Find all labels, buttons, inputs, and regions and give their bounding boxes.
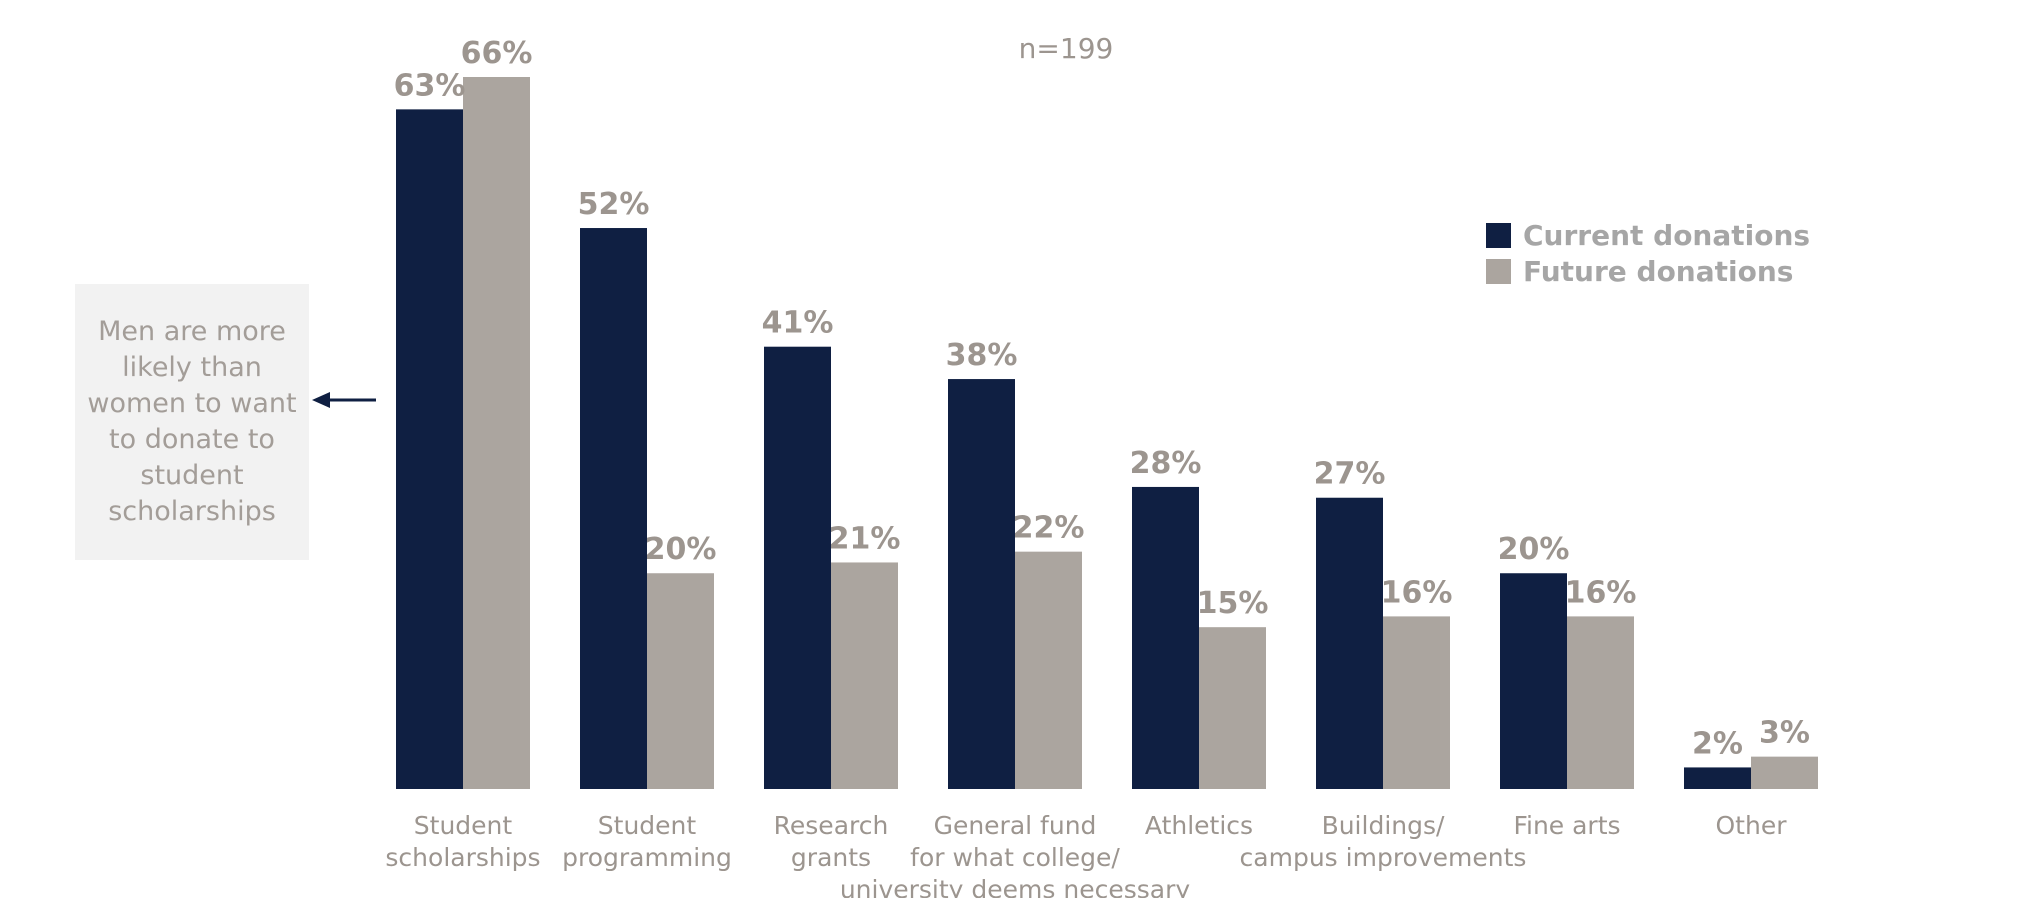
current-donations-value-label-5: 27% (1314, 457, 1386, 492)
future-donations-value-label-7: 3% (1759, 716, 1810, 751)
future-donations-bar-3 (1015, 551, 1082, 789)
future-donations-bar-2 (831, 562, 898, 789)
category-label-6-line-0: Fine arts (1513, 811, 1620, 840)
value-labels-group: 63%66% 52% 20% 41% 21% 38% 22% 28% 15% 27% 16% 20% 1… (394, 36, 1810, 761)
bars-group (396, 77, 1818, 790)
current-donations-value-label-7: 2% (1692, 726, 1743, 761)
future-donations-value-label-4: 15% (1197, 586, 1269, 621)
future-donations-value-label-5: 16% (1381, 575, 1453, 610)
future-donations-legend-swatch (1486, 259, 1511, 284)
category-label-7-line-0: Other (1716, 811, 1788, 840)
category-label-0-line-0: Student (414, 811, 513, 840)
current-donations-bar-1 (580, 228, 647, 790)
future-donations-legend-label: Future donations (1523, 255, 1793, 288)
current-donations-bar-6 (1500, 573, 1567, 789)
category-label-3-line-0: General fund (934, 811, 1097, 840)
current-donations-bar-4 (1132, 486, 1199, 789)
chart-subtitle: n=199 (1019, 32, 1114, 65)
future-donations-bar-7 (1751, 756, 1818, 789)
current-donations-legend-swatch (1486, 223, 1511, 248)
current-donations-value-label-4: 28% (1130, 446, 1202, 481)
category-label-3-line-2: university deems necessary (840, 875, 1191, 898)
category-label-2-line-0: Research (774, 811, 889, 840)
current-donations-value-label-6: 20% (1498, 532, 1570, 567)
future-donations-bar-5 (1383, 616, 1450, 789)
category-label-1-line-1: programming (562, 843, 732, 872)
annotation-text: Men are more likely than women to want t… (87, 316, 297, 527)
category-labels-group: Student scholarships Student programming Res… (385, 811, 1787, 898)
future-donations-value-label-2: 21% (829, 521, 901, 556)
current-donations-bar-0 (396, 109, 463, 789)
future-donations-value-label-0: 66% (461, 36, 533, 71)
annotation-box: Men are more likely than women to want t… (75, 284, 309, 560)
current-donations-value-label-0: 63% (394, 68, 466, 103)
current-donations-bar-7 (1684, 767, 1751, 789)
category-label-5-line-0: Buildings/ (1322, 811, 1445, 840)
future-donations-value-label-3: 22% (1013, 511, 1085, 546)
current-donations-value-label-2: 41% (762, 306, 834, 341)
future-donations-value-label-1: 20% (645, 532, 717, 567)
future-donations-bar-4 (1199, 627, 1266, 789)
current-donations-value-label-1: 52% (578, 187, 650, 222)
category-label-2-line-1: grants (791, 843, 871, 872)
current-donations-bar-5 (1316, 497, 1383, 789)
current-donations-value-label-3: 38% (946, 338, 1018, 373)
arrow-head (312, 392, 330, 408)
left-arrow-icon (312, 392, 376, 408)
current-donations-bar-3 (948, 379, 1015, 789)
category-label-0-line-1: scholarships (385, 843, 540, 872)
category-label-4-line-0: Athletics (1145, 811, 1253, 840)
future-donations-bar-1 (647, 573, 714, 789)
category-label-5-line-1: campus improvements (1240, 843, 1527, 872)
category-label-1-line-0: Student (598, 811, 697, 840)
future-donations-bar-0 (463, 77, 530, 789)
future-donations-bar-6 (1567, 616, 1634, 789)
current-donations-bar-2 (764, 346, 831, 789)
future-donations-value-label-6: 16% (1565, 575, 1637, 610)
current-donations-legend-label: Current donations (1523, 219, 1810, 252)
category-label-3-line-1: for what college/ (910, 843, 1120, 872)
